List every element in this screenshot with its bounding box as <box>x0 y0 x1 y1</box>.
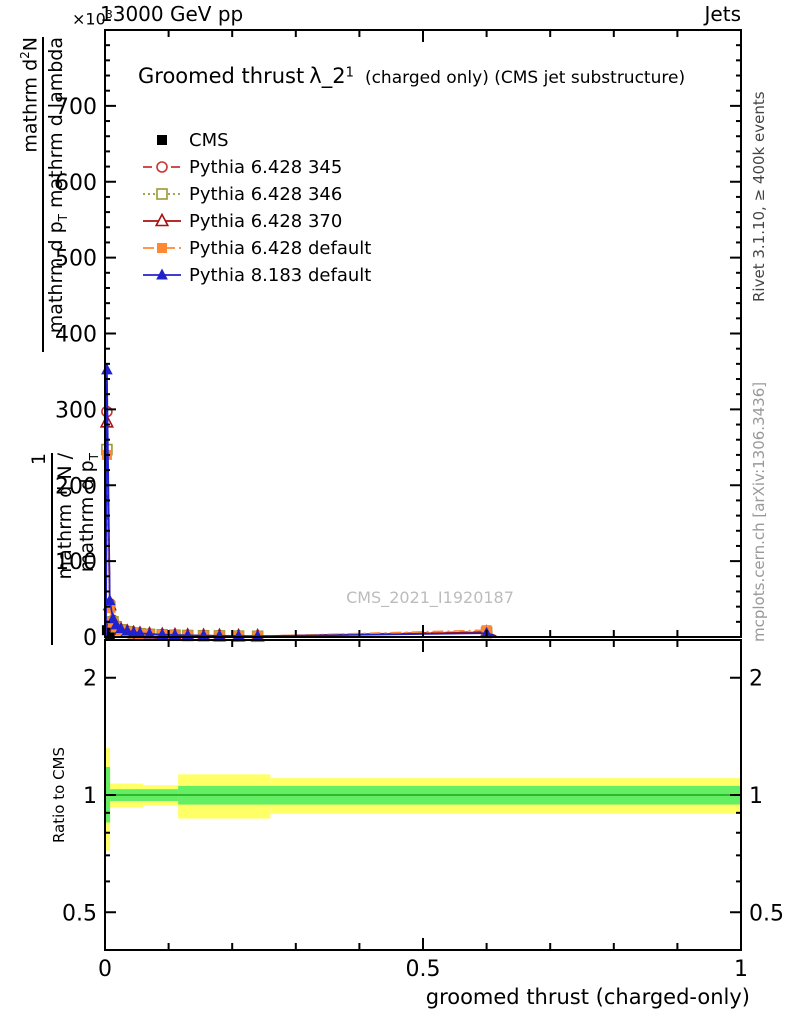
legend-label: Pythia 6.428 346 <box>189 184 342 205</box>
marker-filled-triangle <box>101 363 113 375</box>
ratio-y-tick-label: 1 <box>83 784 97 809</box>
title-lambda: λ_2 <box>309 64 346 88</box>
ratio-y-tick-label: 2 <box>83 667 97 692</box>
series-line-pythia-6-428-346 <box>105 449 497 638</box>
y-label-dndpt: mathrm d N / mathrm d pT <box>54 453 101 580</box>
axis-ticks: 0 100 200 300 400 500 600 700 0.5 0.5 1 1 2 2 0 0.5 1 <box>55 29 784 982</box>
marker-filled-triangle <box>156 268 168 280</box>
marker-open-triangle <box>154 212 170 227</box>
marker-filled-square <box>104 628 115 639</box>
main-y-tick-label: 700 <box>55 95 97 120</box>
ratio-y-tick-label-right: 0.5 <box>749 901 784 926</box>
series-pythia-6-428-346 <box>101 443 497 643</box>
main-y-tick-label: 400 <box>55 323 97 348</box>
header-beam-energy: 13000 GeV pp <box>100 2 244 26</box>
ratio-y-tick-label: 0.5 <box>62 901 97 926</box>
title-observable: Groomed thrust <box>138 64 305 88</box>
y-label-one: 1 <box>28 453 50 466</box>
x-tick-label: 0.5 <box>406 957 441 982</box>
legend-item-pythia-8-183-default: Pythia 8.183 default <box>143 265 371 286</box>
y-axis-label-prefactor-fraction: 1 mathrm d N / mathrm d pT <box>28 453 105 645</box>
marker-filled-square <box>157 243 167 253</box>
rivet-version-label: Rivet 3.1.10, ≥ 400k events <box>750 91 768 302</box>
main-y-tick-label: 100 <box>55 550 97 575</box>
legend-label: Pythia 6.428 345 <box>189 157 342 178</box>
main-y-tick-label: 500 <box>55 247 97 272</box>
legend-label: CMS <box>189 130 229 151</box>
main-y-tick-label: 0 <box>83 626 97 651</box>
legend-item-pythia-6-428-default: Pythia 6.428 default <box>143 238 371 259</box>
title-qualifier: (charged only) (CMS jet substructure) <box>364 68 686 88</box>
main-panel-frame <box>104 29 742 638</box>
legend-item-pythia-6-428-346: Pythia 6.428 346 <box>143 184 342 205</box>
y-label-num: mathrm d2N <box>18 37 42 153</box>
x-tick-label: 0 <box>98 957 112 982</box>
marker-filled-triangle <box>143 627 156 639</box>
main-y-tick-label: 600 <box>55 171 97 196</box>
y-axis-exponent: ×103 <box>72 8 113 29</box>
marker-filled-square <box>157 135 167 145</box>
title-superscript: 1 <box>345 65 354 81</box>
marker-filled-square <box>104 603 115 614</box>
marker-open-square <box>156 188 168 200</box>
mcplots-arxiv-label: mcplots.cern.ch [arXiv:1306.3436] <box>750 381 768 642</box>
ratio-axis-label: Ratio to CMS <box>50 746 68 844</box>
legend-item-cms: CMS <box>157 130 229 151</box>
legend: CMS Pythia 6.428 345 Pythia 6.428 346 Pythi… <box>143 130 371 286</box>
watermark-analysis-id: CMS_2021_I1920187 <box>346 588 514 607</box>
ratio-y-tick-label-right: 2 <box>749 667 763 692</box>
ratio-bands <box>105 748 741 851</box>
legend-item-pythia-6-428-345: Pythia 6.428 345 <box>143 157 342 178</box>
main-y-tick-label: 300 <box>55 398 97 423</box>
marker-filled-triangle <box>134 626 146 638</box>
header-analysis-group: Jets <box>704 2 741 26</box>
marker-filled-triangle <box>115 622 127 634</box>
fraction-bar <box>42 37 45 352</box>
ratio-y-tick-label-right: 1 <box>749 784 763 809</box>
fraction-bar <box>51 453 53 645</box>
series-line-pythia-6-428-default <box>105 454 497 638</box>
x-axis-label: groomed thrust (charged-only) <box>425 985 750 1009</box>
panel-title: Groomed thrust λ_21 (charged only) (CMS … <box>138 64 685 88</box>
legend-label: Pythia 6.428 default <box>189 238 371 259</box>
x-tick-label: 1 <box>734 957 748 982</box>
marker-filled-triangle <box>103 594 116 606</box>
series-pythia-6-428-default <box>101 449 497 642</box>
legend-label: Pythia 8.183 default <box>189 265 371 286</box>
legend-label: Pythia 6.428 370 <box>189 211 342 232</box>
legend-item-pythia-6-428-370: Pythia 6.428 370 <box>143 211 342 232</box>
main-y-tick-label: 200 <box>55 474 97 499</box>
y-label-den: mathrm d pT mathrm d lambda <box>45 37 71 334</box>
y-axis-label-numerator-fraction: mathrm d2N mathrm d pT mathrm d lambda <box>14 37 74 352</box>
marker-open-circle <box>156 161 168 173</box>
